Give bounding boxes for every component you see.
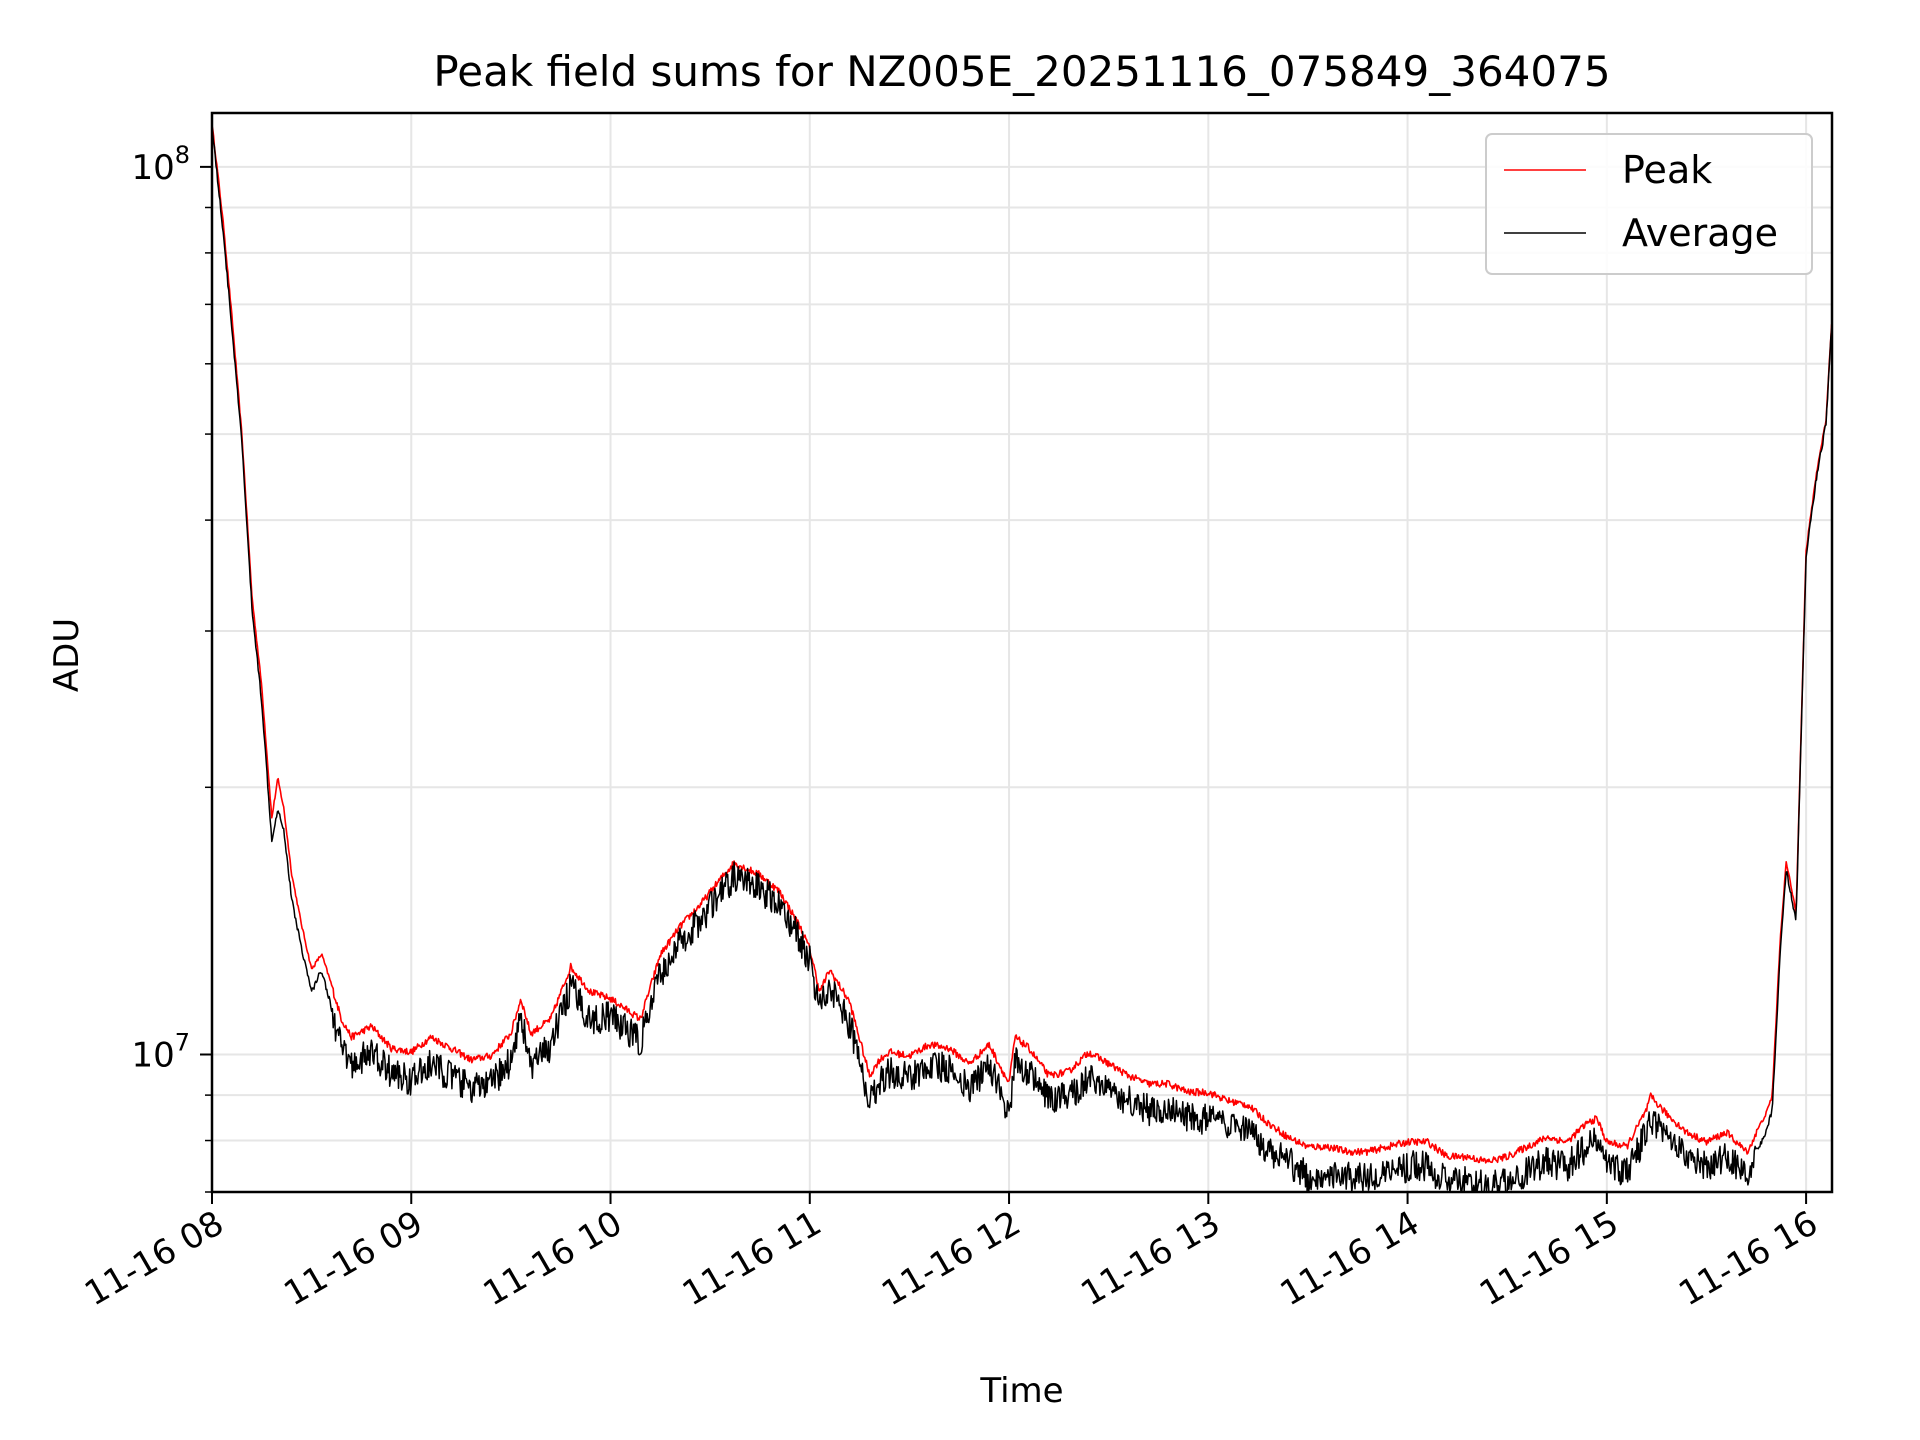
y-tick-label: 107 [131, 1029, 190, 1076]
legend: Peak Average [1485, 133, 1813, 275]
legend-label-peak: Peak [1622, 148, 1712, 192]
legend-frame [1485, 133, 1813, 275]
legend-label-average: Average [1622, 211, 1778, 255]
y-tick-label-base: 10 [131, 1036, 174, 1076]
series-line-average [211, 124, 1833, 1193]
series-layer [211, 124, 1833, 1193]
y-tick-label-exponent: 7 [175, 1029, 190, 1057]
plot-area-frame [210, 111, 1834, 1194]
y-tick-label-base: 10 [131, 148, 174, 188]
y-tick-label-exponent: 8 [175, 141, 190, 169]
y-tick-label: 108 [131, 141, 190, 188]
x-axis-label: Time [979, 1371, 1063, 1411]
chart-title: Peak field sums for NZ005E_20251116_0758… [433, 47, 1610, 96]
y-axis-label: ADU [47, 618, 87, 692]
series-line-peak [211, 125, 1833, 1164]
